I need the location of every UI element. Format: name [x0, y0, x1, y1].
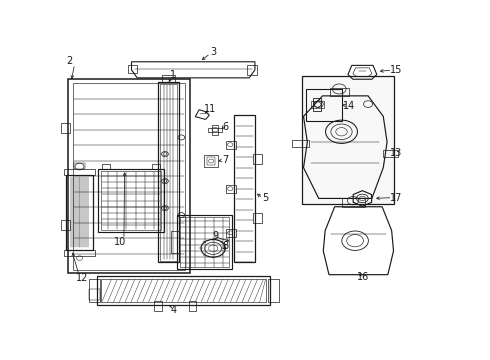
Bar	[61, 123, 70, 133]
Text: 5: 5	[262, 193, 269, 203]
Bar	[208, 128, 222, 132]
Bar	[89, 289, 99, 300]
Bar	[234, 115, 255, 262]
Bar	[177, 215, 232, 269]
Bar	[66, 175, 93, 250]
Bar	[68, 79, 190, 273]
Bar	[128, 65, 137, 73]
Bar	[313, 98, 321, 111]
Bar	[152, 164, 160, 169]
Bar	[180, 217, 229, 267]
Bar	[162, 75, 175, 82]
Bar	[189, 301, 196, 311]
Bar	[73, 82, 185, 270]
Bar	[383, 150, 398, 157]
Text: 12: 12	[76, 273, 88, 283]
Bar	[204, 155, 218, 167]
Text: 13: 13	[390, 148, 402, 158]
Bar	[342, 198, 365, 207]
Bar	[160, 84, 177, 261]
Bar	[61, 220, 70, 230]
Bar	[226, 141, 236, 149]
Text: 10: 10	[114, 237, 126, 247]
Bar	[247, 66, 257, 75]
Text: 8: 8	[222, 241, 228, 251]
Bar	[64, 250, 95, 256]
Bar	[306, 89, 343, 121]
Bar	[253, 213, 262, 223]
Bar	[154, 301, 162, 311]
Bar	[158, 82, 179, 262]
Bar	[292, 140, 309, 147]
Bar	[98, 169, 164, 232]
Text: 4: 4	[170, 305, 176, 315]
Text: 14: 14	[343, 100, 355, 111]
Bar	[226, 185, 236, 193]
Text: 15: 15	[390, 64, 402, 75]
Bar	[102, 164, 110, 169]
Bar	[226, 229, 236, 237]
Bar	[89, 279, 99, 302]
Text: 11: 11	[204, 104, 216, 114]
Bar	[330, 87, 349, 96]
Bar	[64, 169, 95, 175]
Bar	[302, 76, 393, 204]
Text: 17: 17	[390, 193, 402, 203]
Text: 6: 6	[222, 122, 228, 132]
Text: 2: 2	[67, 56, 73, 66]
Text: 9: 9	[212, 231, 219, 241]
Bar	[101, 171, 161, 230]
Bar	[74, 163, 85, 169]
Bar	[101, 279, 267, 302]
Bar	[268, 279, 279, 302]
Bar	[207, 157, 216, 165]
Text: 1: 1	[170, 70, 176, 80]
Text: 7: 7	[222, 155, 228, 165]
Bar	[212, 125, 218, 135]
Text: 3: 3	[210, 46, 216, 57]
Text: 16: 16	[357, 273, 369, 283]
Bar	[253, 154, 262, 164]
Bar	[172, 231, 178, 253]
Bar	[98, 276, 270, 305]
Bar	[311, 100, 324, 108]
